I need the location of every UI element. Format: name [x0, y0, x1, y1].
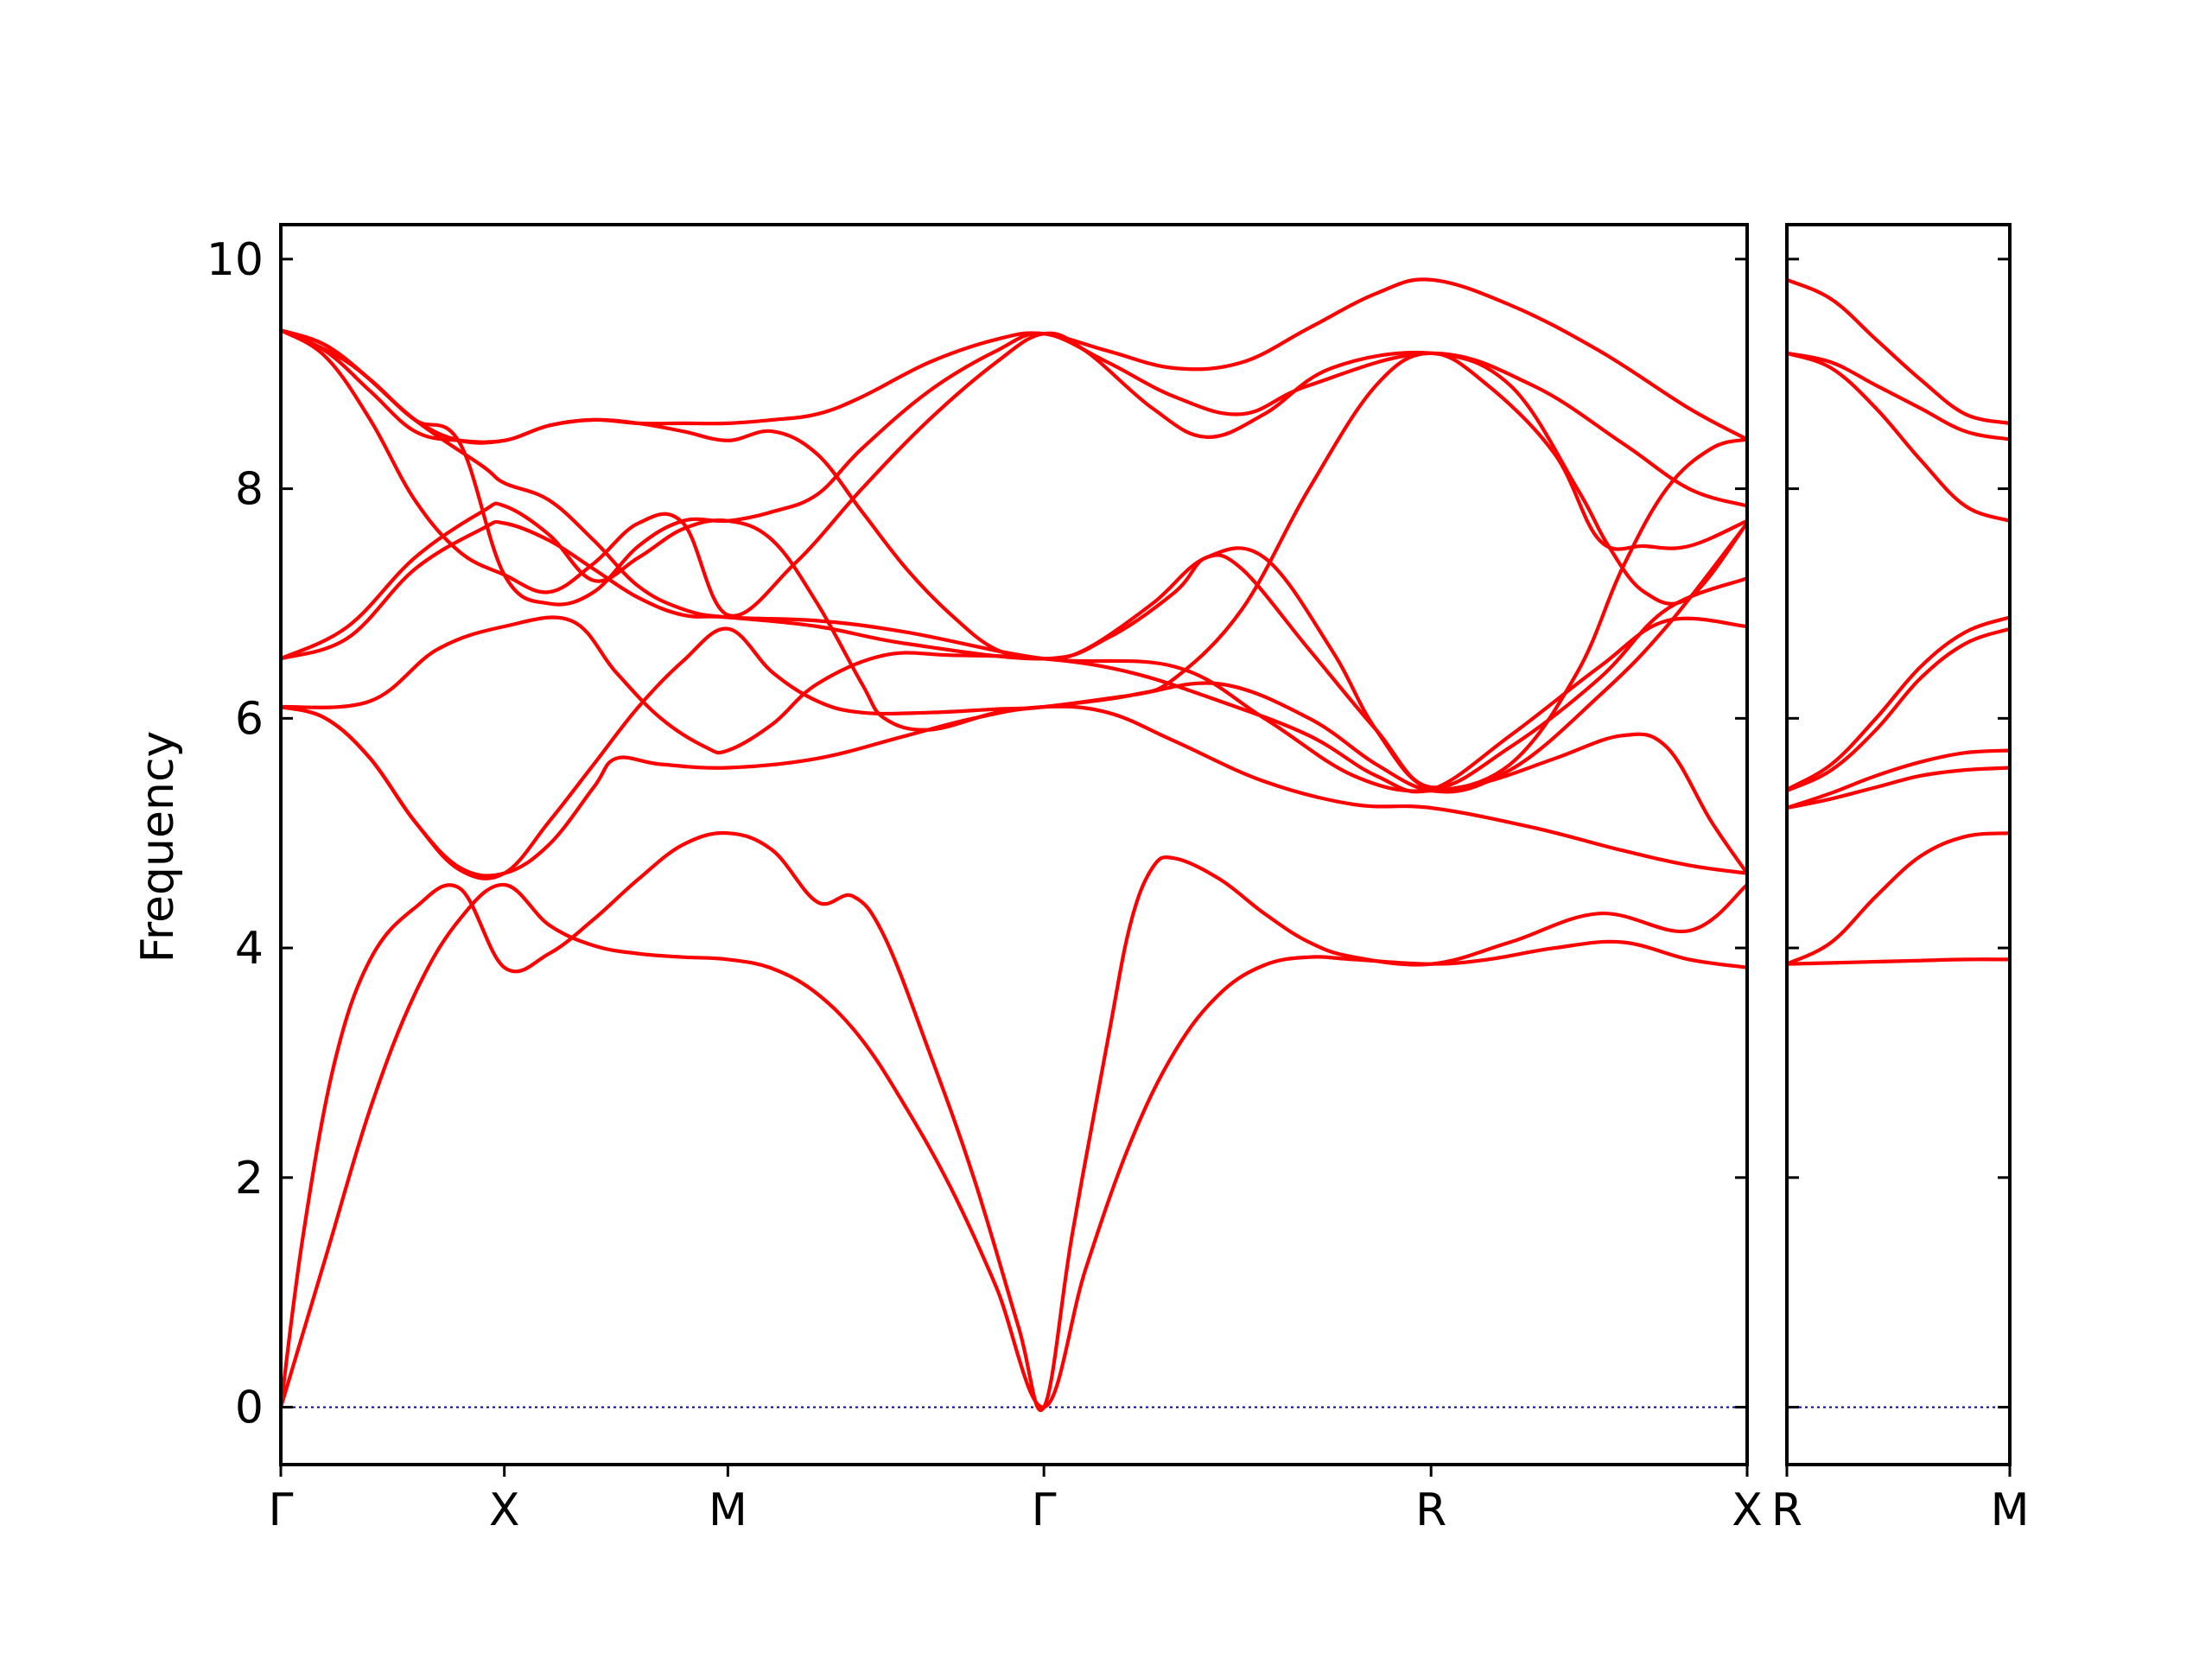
band-line-4	[1784, 748, 2012, 810]
y-axis-title: Frequency	[132, 731, 184, 963]
y-tick-label: 0	[235, 1382, 264, 1434]
band-line-8	[1784, 351, 2012, 442]
band-line-9	[278, 328, 1750, 607]
x-tick-label: Γ	[269, 1484, 294, 1536]
y-tick-label: 2	[235, 1153, 264, 1205]
plot-frame	[279, 223, 1749, 1466]
plot-frame	[1785, 223, 2012, 1466]
band-line-7	[1784, 351, 2012, 523]
y-tick-label: 4	[235, 923, 264, 975]
y-tick-label: 8	[235, 464, 264, 516]
x-tick-label: X	[489, 1484, 520, 1536]
x-tick-label: R	[1771, 1484, 1802, 1536]
band-line-12	[278, 328, 1750, 793]
band-line-5	[1784, 626, 2012, 793]
x-tick-label: M	[1991, 1484, 2030, 1536]
x-tick-label: R	[1415, 1484, 1446, 1536]
y-tick-label: 6	[235, 693, 264, 745]
band-line-2	[278, 830, 1750, 1412]
band-line-3	[1784, 766, 2012, 810]
band-line-9	[1784, 277, 2012, 425]
x-tick-label: M	[709, 1484, 747, 1536]
band-line-7	[278, 351, 1750, 732]
band-line-6	[1784, 615, 2012, 791]
panel-1: 0 2 4 6 8 10 Γ X M Γ R X	[207, 223, 1763, 1536]
band-line-2	[1784, 831, 2012, 966]
band-line-4	[278, 626, 1750, 880]
band-line-11	[278, 277, 1750, 445]
x-tick-label: Γ	[1032, 1484, 1057, 1536]
band-line-5	[278, 615, 1750, 794]
y-tick-label: 10	[207, 234, 264, 286]
band-line-3	[278, 704, 1750, 878]
x-tick-label: X	[1732, 1484, 1763, 1536]
band-line-8	[278, 328, 1750, 618]
band-line-1	[1784, 957, 2012, 966]
